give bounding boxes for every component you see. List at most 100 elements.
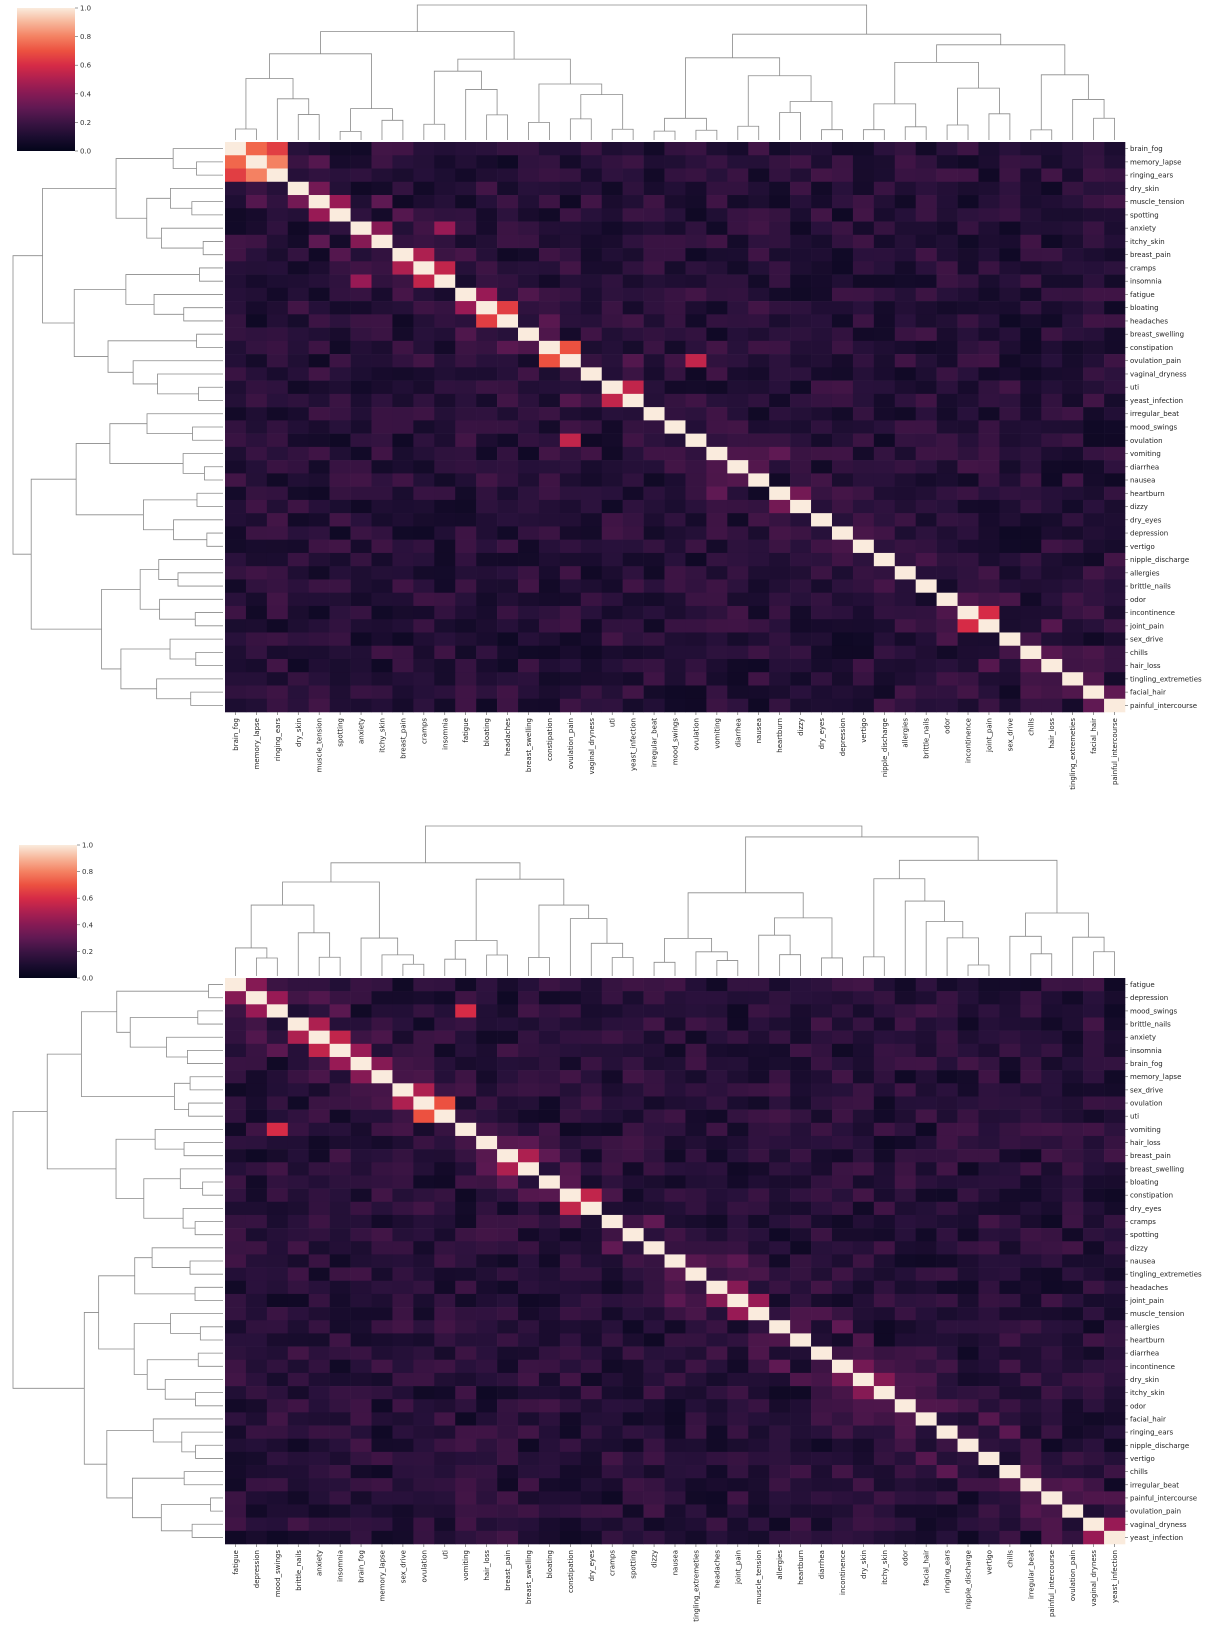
heatmap-cell xyxy=(601,592,623,607)
heatmap-cell xyxy=(497,499,519,514)
heatmap-cell xyxy=(1041,1372,1063,1387)
heatmap-cell xyxy=(957,301,979,315)
heatmap-cell xyxy=(831,393,854,408)
heatmap-cell xyxy=(413,685,435,700)
heatmap-cell xyxy=(894,460,916,474)
heatmap-cell xyxy=(706,1307,728,1321)
heatmap-cell xyxy=(811,539,833,554)
dendrogram-link xyxy=(1025,912,1089,938)
heatmap-cell xyxy=(497,1307,519,1321)
heatmap-cell xyxy=(1104,645,1126,660)
dendrogram-link xyxy=(873,878,926,957)
heatmap-cell xyxy=(664,1188,686,1203)
heatmap-cell xyxy=(476,1425,498,1439)
heatmap-cell xyxy=(999,1030,1021,1045)
heatmap-cell xyxy=(287,473,310,487)
heatmap-cell xyxy=(831,234,854,249)
heatmap-cell xyxy=(518,1135,540,1150)
heatmap-cell xyxy=(664,566,686,580)
heatmap-cell xyxy=(685,195,707,209)
heatmap-cell xyxy=(748,1372,770,1387)
heatmap-cell xyxy=(538,1359,561,1374)
heatmap-cell xyxy=(999,1412,1021,1426)
heatmap-cell xyxy=(497,168,519,183)
heatmap-cell xyxy=(371,248,393,262)
heatmap-cell xyxy=(643,513,665,527)
heatmap-cell xyxy=(371,1214,393,1229)
heatmap-cell xyxy=(225,1056,247,1071)
heatmap-cell xyxy=(329,460,351,474)
heatmap-cell xyxy=(1041,592,1063,607)
heatmap-cell xyxy=(601,1162,623,1176)
heatmap-cell xyxy=(957,1320,979,1334)
heatmap-cell xyxy=(455,1149,477,1163)
heatmap-cell xyxy=(1104,1030,1126,1045)
heatmap-cell xyxy=(936,168,958,183)
heatmap-cell xyxy=(999,1214,1021,1229)
heatmap-cell xyxy=(392,261,414,275)
heatmap-cell xyxy=(685,208,707,222)
heatmap-cell xyxy=(831,1162,854,1176)
heatmap-cell xyxy=(225,380,247,395)
heatmap-cell xyxy=(643,1056,665,1071)
heatmap-cell xyxy=(497,301,519,315)
heatmap-cell xyxy=(936,420,958,434)
heatmap-cell xyxy=(225,1228,247,1242)
heatmap-cell xyxy=(476,1399,498,1413)
heatmap-cell xyxy=(643,221,665,236)
heatmap-cell xyxy=(1104,513,1126,527)
heatmap-cell xyxy=(769,1135,791,1150)
heatmap-cell xyxy=(1041,1491,1063,1505)
heatmap-cell xyxy=(329,1333,351,1347)
heatmap-cell xyxy=(371,420,393,434)
heatmap-cell xyxy=(1020,208,1042,222)
heatmap-cell xyxy=(811,499,833,514)
heatmap-cell xyxy=(225,1399,247,1413)
heatmap-cell xyxy=(894,513,916,527)
heatmap-cell xyxy=(894,1017,916,1031)
heatmap-cell xyxy=(790,1083,812,1097)
row-label: irregular_beat xyxy=(1130,1481,1179,1489)
heatmap-cell xyxy=(1062,221,1084,236)
heatmap-cell xyxy=(1041,1451,1063,1466)
heatmap-cell xyxy=(329,1293,351,1308)
heatmap-cell xyxy=(894,1451,916,1466)
heatmap-cell xyxy=(538,1214,561,1229)
heatmap-cell xyxy=(287,287,310,302)
heatmap-cell xyxy=(225,393,247,408)
heatmap-cell xyxy=(706,1004,728,1018)
heatmap-cell xyxy=(748,552,770,567)
heatmap-cell xyxy=(1062,1465,1084,1479)
heatmap-cell xyxy=(790,1030,812,1045)
column-label: painful_intercourse xyxy=(1048,1550,1056,1617)
heatmap-cell xyxy=(664,1056,686,1071)
heatmap-cell xyxy=(308,1293,330,1308)
heatmap-cell xyxy=(601,393,623,408)
heatmap-cell xyxy=(580,1293,603,1308)
heatmap-cell xyxy=(622,301,644,315)
heatmap-cell xyxy=(769,592,791,607)
heatmap-cell xyxy=(497,513,519,527)
heatmap-cell xyxy=(1062,552,1084,567)
heatmap-cell xyxy=(371,287,393,302)
heatmap-cell xyxy=(413,1425,435,1439)
heatmap-cell xyxy=(706,1175,728,1189)
heatmap-cell xyxy=(852,367,875,381)
heatmap-cell xyxy=(518,155,540,169)
heatmap-cell xyxy=(538,1175,561,1189)
heatmap-cell xyxy=(706,155,728,169)
heatmap-cell xyxy=(245,1241,268,1255)
heatmap-cell xyxy=(811,978,833,992)
heatmap-grid xyxy=(225,978,1126,1545)
heatmap-cell xyxy=(350,499,372,514)
heatmap-cell xyxy=(999,234,1021,249)
heatmap-cell xyxy=(413,181,435,196)
heatmap-cell xyxy=(811,1083,833,1097)
heatmap-cell xyxy=(1020,1517,1042,1532)
heatmap-cell xyxy=(601,1056,623,1071)
heatmap-cell xyxy=(873,1293,896,1308)
heatmap-cell xyxy=(601,1228,623,1242)
heatmap-cell xyxy=(497,1017,519,1031)
heatmap-cell xyxy=(455,1530,477,1545)
heatmap-cell xyxy=(790,274,812,289)
